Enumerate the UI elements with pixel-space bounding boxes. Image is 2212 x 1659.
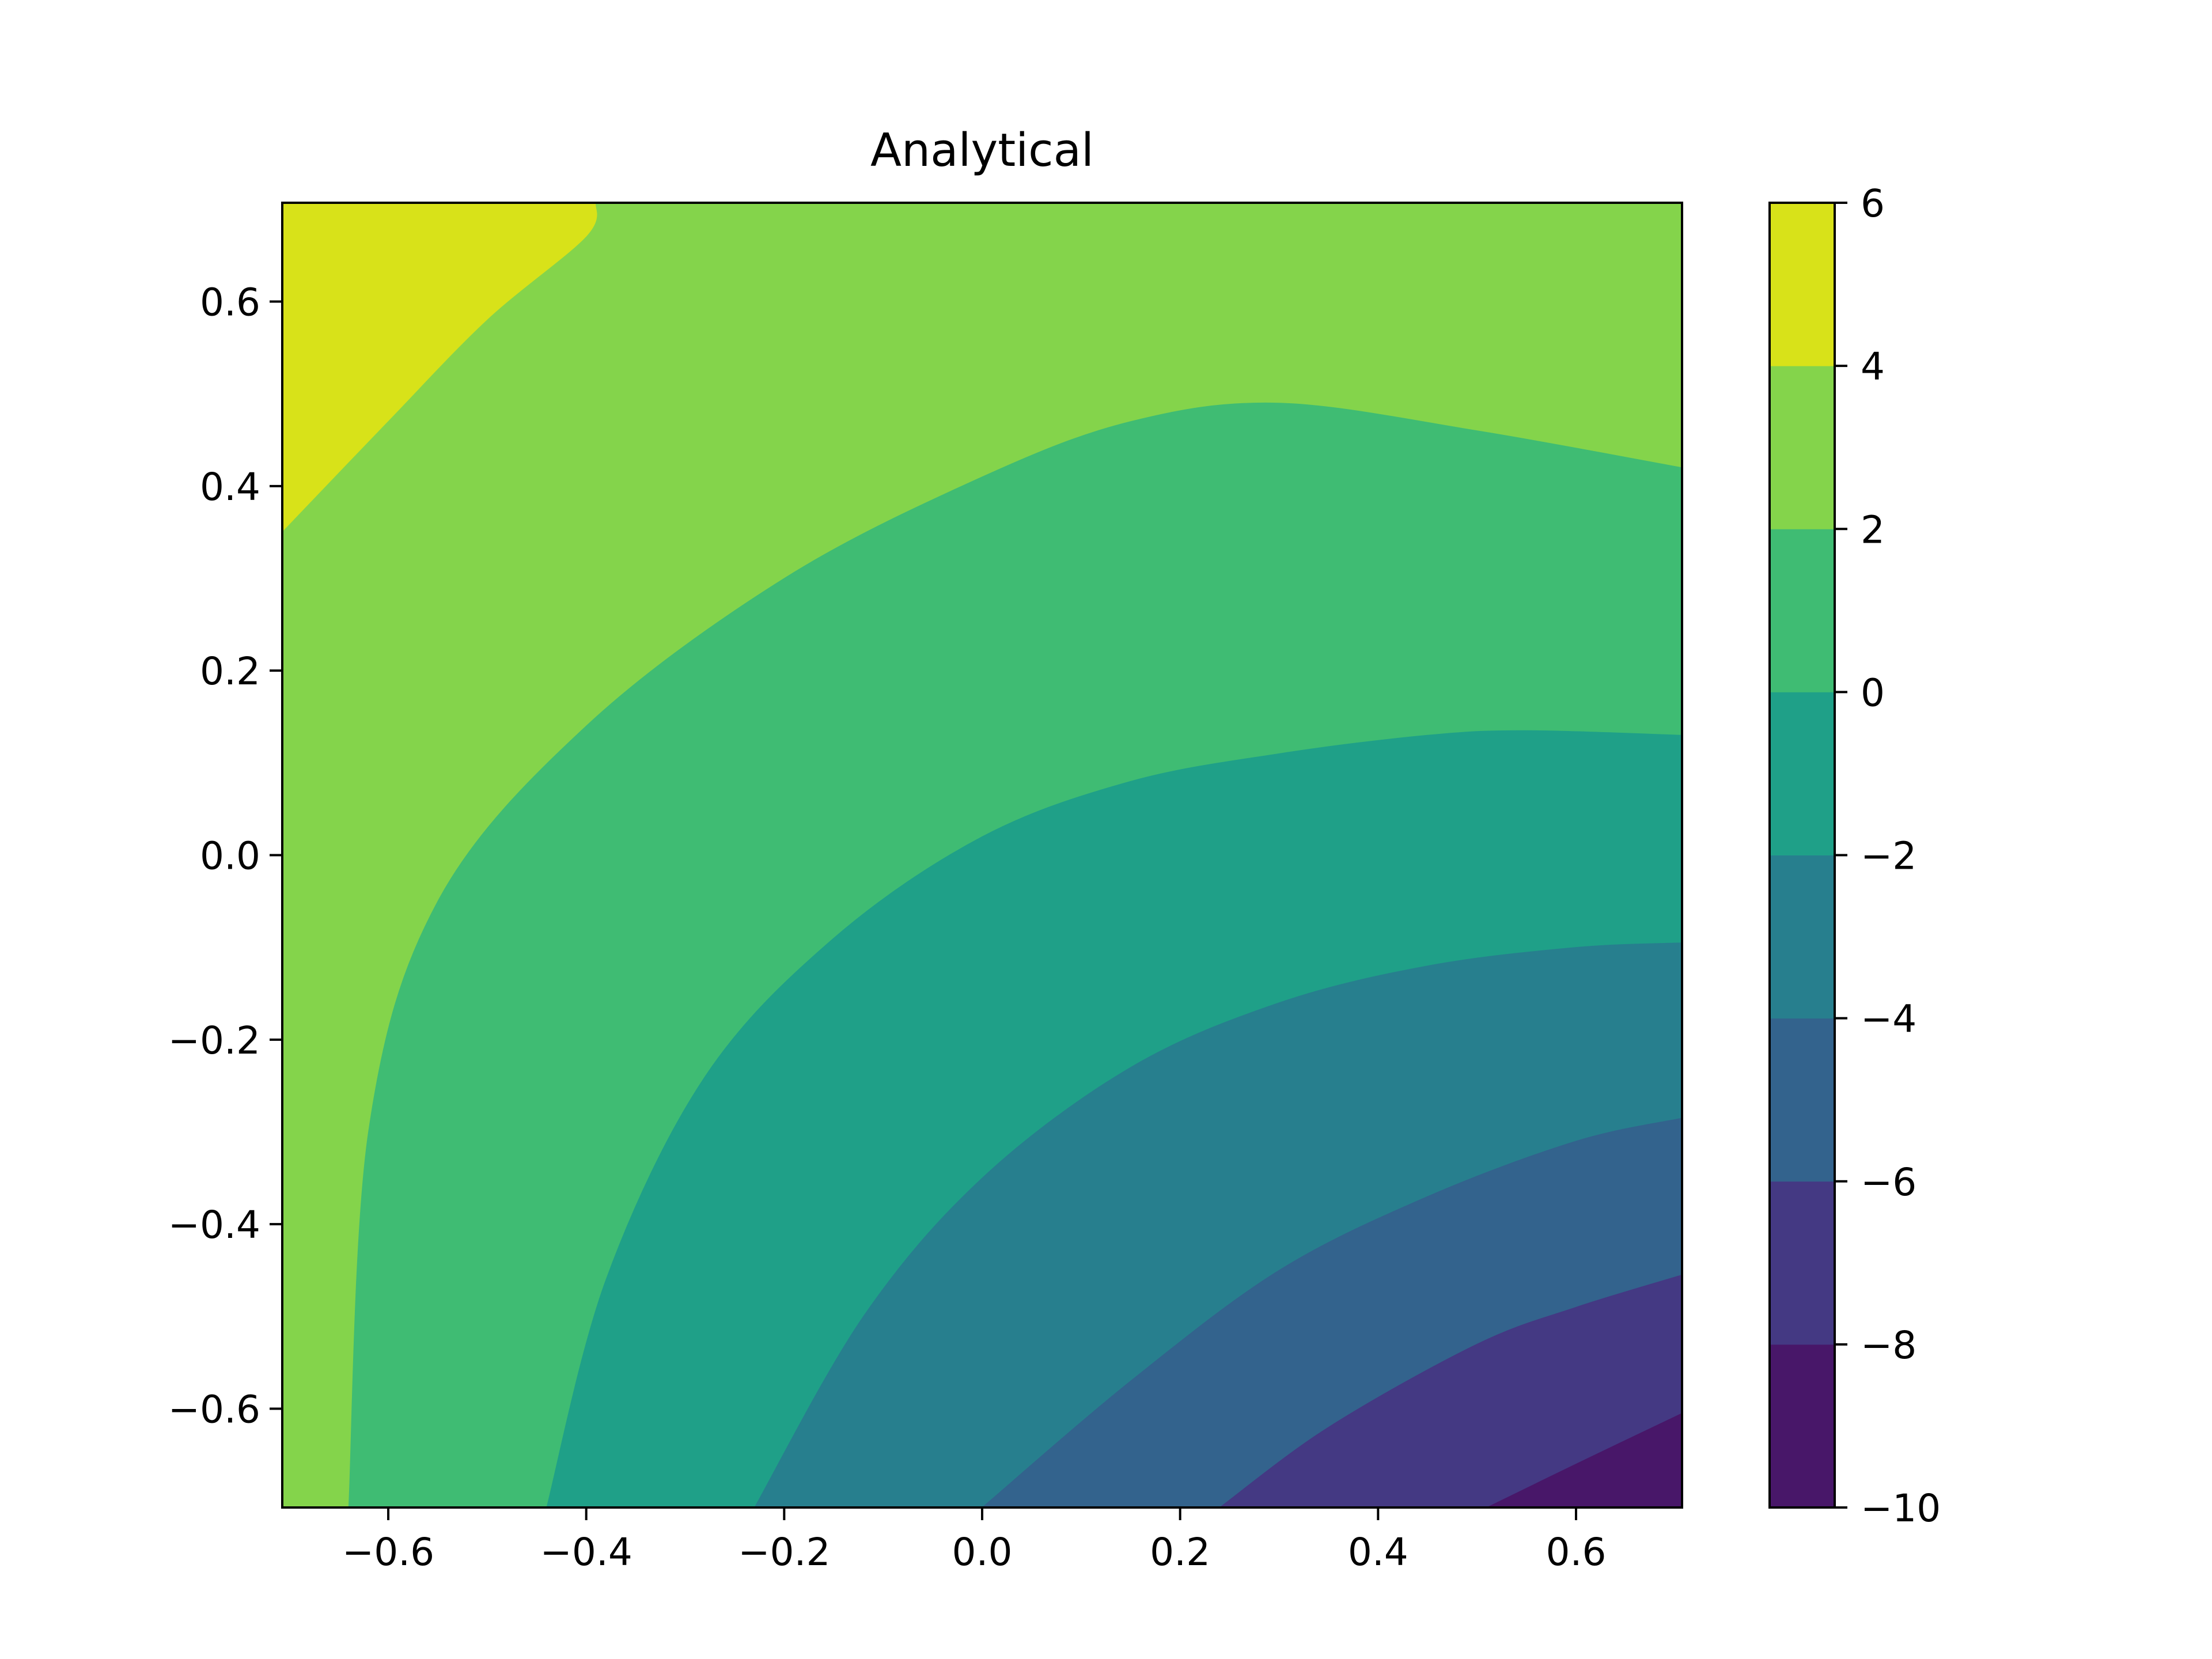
y-tick-label: 0.6: [200, 281, 260, 325]
colorbar-segment: [1770, 692, 1835, 855]
colorbar-tick-label: 2: [1861, 507, 1885, 552]
colorbar-tick-label: −8: [1861, 1323, 1916, 1368]
x-tick-label: −0.4: [540, 1530, 632, 1574]
colorbar-tick-label: −10: [1861, 1486, 1941, 1531]
y-tick-label: −0.4: [168, 1203, 260, 1247]
colorbar-tick-label: −2: [1861, 834, 1916, 878]
colorbar-segment: [1770, 529, 1835, 692]
chart-title: Analytical: [870, 124, 1094, 177]
colorbar-segment: [1770, 366, 1835, 529]
x-tick-label: 0.2: [1150, 1530, 1210, 1574]
colorbar-segment: [1770, 1018, 1835, 1182]
x-tick-label: 0.0: [952, 1530, 1013, 1574]
colorbar-tick-label: −6: [1861, 1160, 1916, 1205]
colorbar-tick-label: 4: [1861, 344, 1885, 389]
colorbar-tick-label: 0: [1861, 671, 1885, 715]
colorbar-segment: [1770, 855, 1835, 1019]
y-tick-label: −0.2: [168, 1018, 260, 1063]
colorbar-tick-label: 6: [1861, 181, 1885, 226]
colorbar-segment: [1770, 203, 1835, 366]
x-axis: −0.6 −0.4 −0.2 0.0 0.2 0.4 0.6: [342, 1508, 1606, 1574]
contour-band--8-to--6: [1211, 1274, 1682, 1508]
y-tick-label: 0.2: [200, 649, 260, 694]
y-tick-label: −0.6: [168, 1387, 260, 1431]
colorbar-tick-label: −4: [1861, 997, 1916, 1041]
y-axis: 0.6 0.4 0.2 0.0 −0.2 −0.4 −0.6: [168, 281, 282, 1431]
colorbar-segment: [1770, 1344, 1835, 1508]
colorbar: −10 −8 −6 −4 −2 0 2 4 6: [1768, 181, 1941, 1531]
x-tick-label: 0.4: [1348, 1530, 1408, 1574]
x-tick-label: −0.2: [738, 1530, 830, 1574]
contour-band--10-to--8: [1476, 1412, 1682, 1508]
contour-fills: [282, 203, 1682, 1508]
colorbar-segment: [1770, 1181, 1835, 1345]
y-tick-label: 0.0: [200, 834, 260, 878]
x-tick-label: 0.6: [1546, 1530, 1606, 1574]
y-tick-label: 0.4: [200, 465, 260, 509]
x-tick-label: −0.6: [342, 1530, 434, 1574]
